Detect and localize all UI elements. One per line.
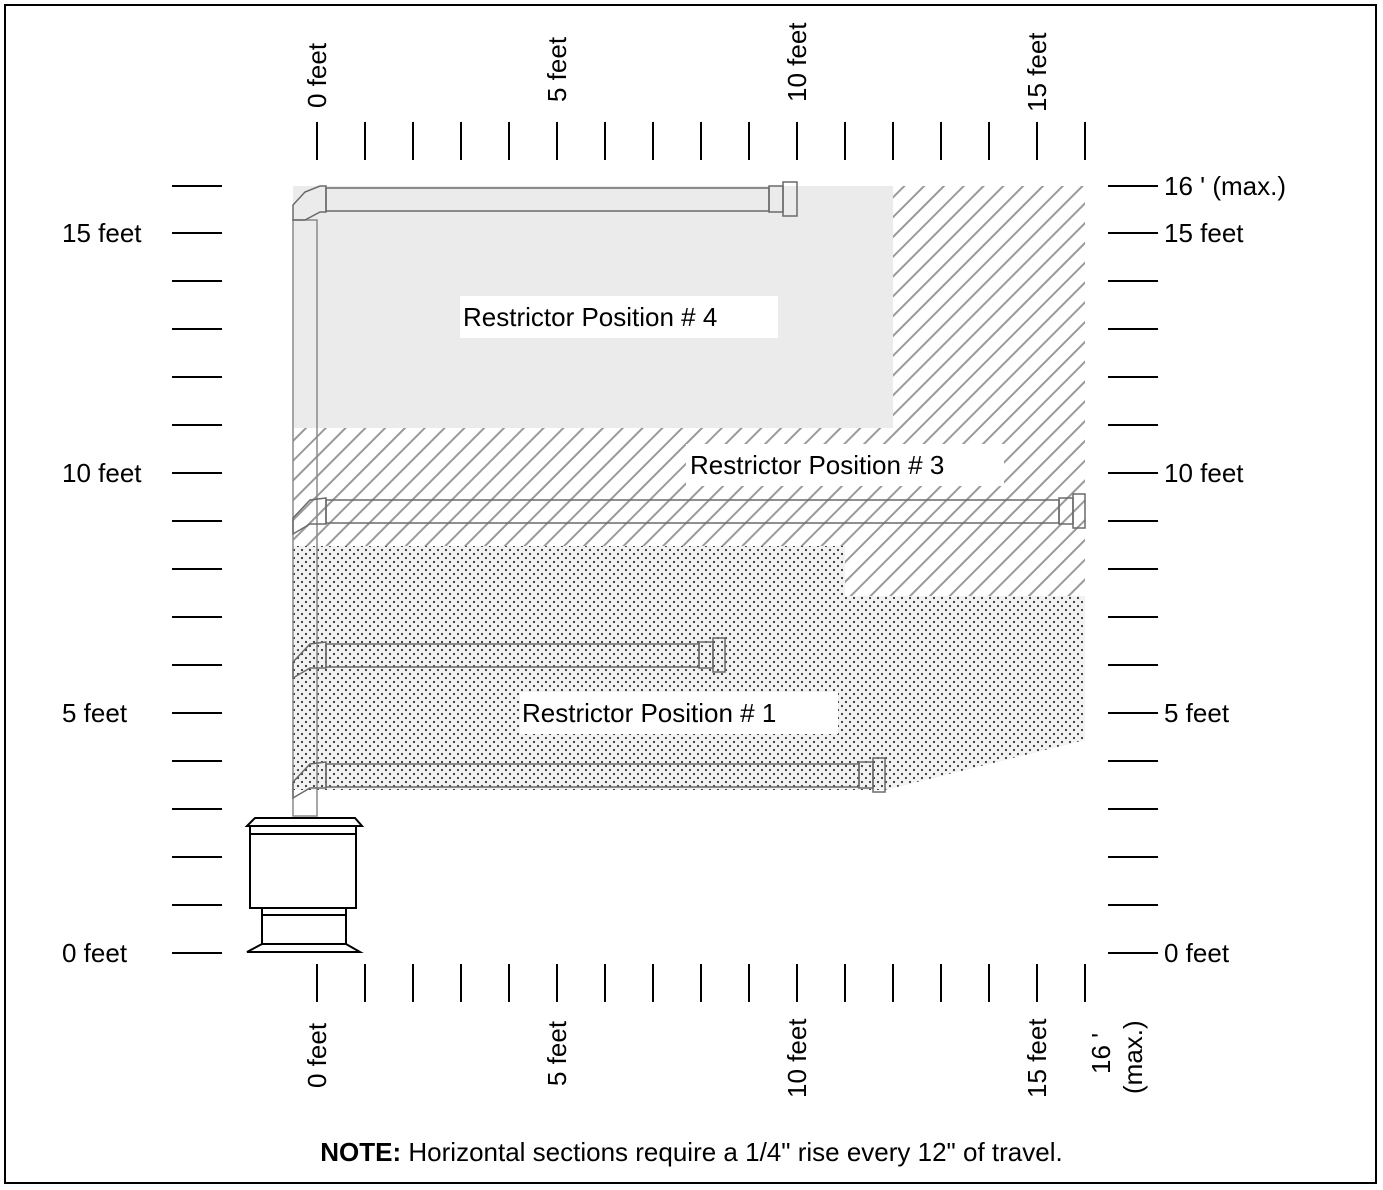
bottom-label-10: 10 feet — [782, 1018, 812, 1098]
diagram-frame — [4, 4, 1377, 1184]
horizontal-pipe-16ft — [292, 181, 798, 221]
right-label-16-max: 16 ' (max.) — [1164, 171, 1286, 201]
right-label-10: 10 feet — [1164, 458, 1244, 488]
left-label-15: 15 feet — [62, 218, 142, 248]
label-bg-position-4 — [460, 296, 778, 338]
right-axis-ticks — [1108, 185, 1158, 954]
bottom-label-16-line1: 16 ' — [1086, 1033, 1116, 1074]
right-label-5: 5 feet — [1164, 698, 1230, 728]
region-label-position-3: Restrictor Position # 3 — [690, 450, 944, 480]
left-label-0: 0 feet — [62, 938, 128, 968]
right-label-15: 15 feet — [1164, 218, 1244, 248]
top-axis-ticks — [316, 122, 1086, 160]
top-label-15: 15 feet — [1022, 32, 1052, 112]
label-bg-position-3 — [686, 444, 1004, 486]
region-label-position-1: Restrictor Position # 1 — [522, 698, 776, 728]
right-label-0: 0 feet — [1164, 938, 1230, 968]
bottom-axis-ticks — [316, 964, 1086, 1002]
left-axis-ticks — [172, 185, 222, 954]
top-label-10: 10 feet — [782, 22, 812, 102]
footnote: NOTE: Horizontal sections require a 1/4"… — [0, 1137, 1383, 1168]
region-label-position-4: Restrictor Position # 4 — [463, 302, 717, 332]
horizontal-pipe-10ft — [292, 493, 1086, 536]
bottom-label-15: 15 feet — [1022, 1018, 1052, 1098]
top-label-0: 0 feet — [302, 42, 332, 108]
stove-appliance — [244, 817, 365, 953]
note-bold-label: NOTE: — [320, 1137, 402, 1167]
note-text: Horizontal sections require a 1/4" rise … — [401, 1137, 1063, 1167]
left-label-5: 5 feet — [62, 698, 128, 728]
horizontal-pipe-4ft — [292, 757, 886, 800]
bottom-label-0: 0 feet — [302, 1022, 332, 1088]
top-label-5: 5 feet — [542, 36, 572, 102]
region-position-1 — [293, 546, 1085, 790]
bottom-label-16-line2: (max.) — [1118, 1020, 1148, 1094]
left-label-10: 10 feet — [62, 458, 142, 488]
horizontal-pipe-7ft — [292, 637, 726, 680]
bottom-label-5: 5 feet — [542, 1020, 572, 1086]
label-bg-position-1 — [520, 692, 838, 734]
